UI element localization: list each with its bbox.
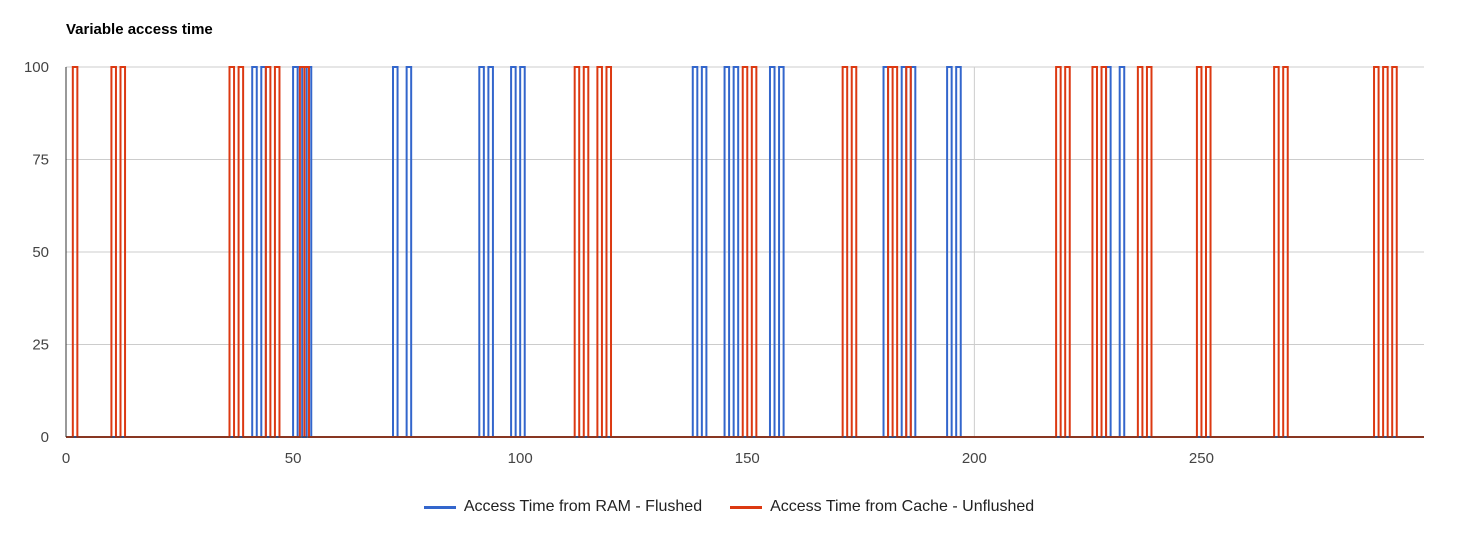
legend: Access Time from RAM - Flushed Access Ti…: [0, 498, 1458, 516]
x-tick-label: 200: [962, 450, 987, 467]
series-line-1: [66, 66, 1424, 438]
y-tick-label: 25: [32, 337, 49, 354]
legend-label-cache: Access Time from Cache - Unflushed: [770, 498, 1035, 515]
x-tick-label: 50: [285, 450, 302, 467]
axes: [65, 67, 1424, 438]
tick-labels: 0 25 50 75 100 0 50 100 150 200 250: [24, 59, 1214, 467]
x-tick-label: 100: [508, 450, 533, 467]
x-tick-label: 250: [1189, 450, 1214, 467]
chart-title: Variable access time: [66, 21, 213, 38]
x-tick-label: 150: [735, 450, 760, 467]
y-tick-label: 0: [41, 429, 49, 446]
y-tick-label: 75: [32, 152, 49, 169]
y-tick-label: 50: [32, 244, 49, 261]
legend-swatch-ram: [423, 505, 456, 509]
legend-label-ram: Access Time from RAM - Flushed: [463, 498, 703, 515]
y-tick-label: 100: [24, 59, 49, 76]
legend-swatch-cache: [730, 505, 763, 509]
legend-item-ram[interactable]: Access Time from RAM - Flushed: [423, 498, 703, 516]
x-tick-label: 0: [62, 450, 70, 467]
legend-item-cache[interactable]: Access Time from Cache - Unflushed: [730, 498, 1034, 516]
